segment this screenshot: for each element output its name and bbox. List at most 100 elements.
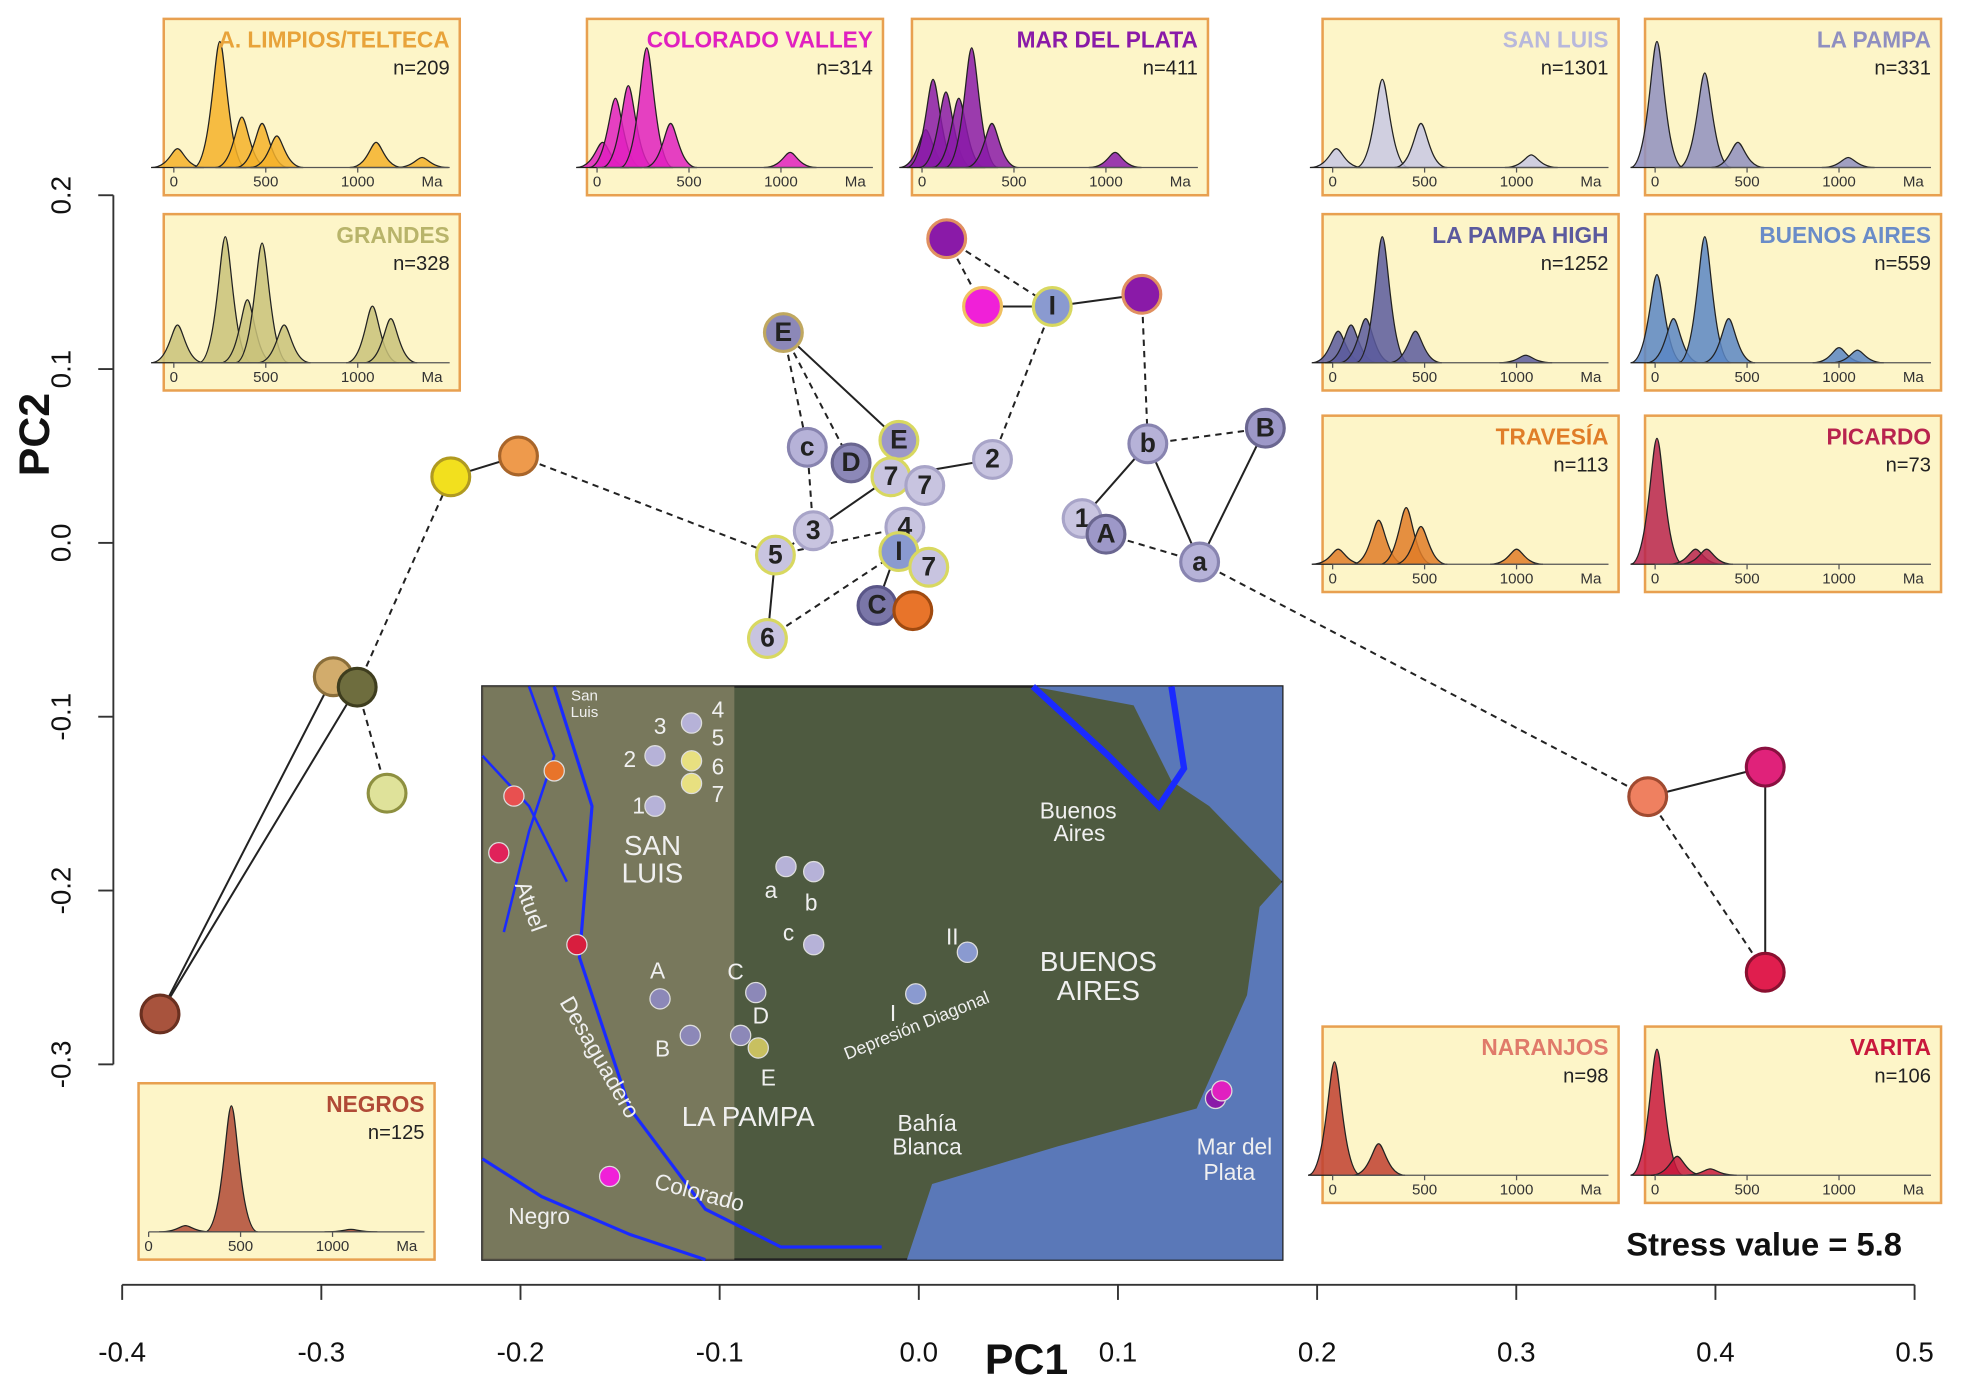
inset-unit: Ma — [1903, 1181, 1925, 1198]
map-site — [489, 843, 509, 863]
map-site — [731, 1025, 751, 1045]
x-tick-label: 0.5 — [1895, 1336, 1934, 1367]
solid-link — [1200, 428, 1266, 562]
inset-unit: Ma — [1170, 174, 1192, 191]
inset-tick-label: 0 — [1328, 1181, 1336, 1198]
map-site — [804, 935, 824, 955]
density-inset: 05001000MaVARITAn=106 — [1631, 1027, 1942, 1203]
inset-tick-label: 0 — [593, 174, 601, 191]
dashed-link — [357, 477, 451, 687]
map-label: a — [765, 877, 778, 903]
chart: -0.4-0.3-0.2-0.10.00.10.20.30.40.5-0.3-0… — [0, 0, 1965, 1389]
density-inset: 05001000MaSAN LUISn=1301 — [1310, 19, 1619, 195]
inset-title: A. LIMPIOS/TELTECA — [218, 27, 449, 53]
stress-annotation: Stress value = 5.8 — [1626, 1226, 1902, 1263]
x-tick-label: 0.2 — [1298, 1336, 1337, 1367]
map-label: Aires — [1054, 820, 1106, 846]
map-site — [600, 1166, 620, 1186]
point-marker: 7 — [884, 461, 899, 491]
inset-tick-label: 1000 — [1500, 174, 1534, 191]
map-label: Luis — [571, 704, 599, 721]
inset-unit: Ma — [1903, 570, 1925, 587]
point-marker: B — [1256, 412, 1275, 442]
inset-tick-label: 1000 — [316, 1238, 350, 1255]
inset-tick-label: 1000 — [1500, 1181, 1534, 1198]
map-label: D — [753, 1003, 769, 1029]
inset-tick-label: 0 — [918, 174, 926, 191]
point-marker: c — [800, 432, 815, 462]
inset-n: n=411 — [1143, 58, 1198, 80]
inset-tick-label: 500 — [1412, 1181, 1437, 1198]
inset-tick-label: 500 — [1734, 570, 1759, 587]
point — [1746, 748, 1784, 786]
inset-unit: Ma — [422, 174, 444, 191]
map-site — [1212, 1081, 1232, 1101]
x-tick-label: -0.3 — [297, 1336, 345, 1367]
inset-tick-label: 1000 — [1822, 174, 1856, 191]
point-marker: I — [895, 536, 902, 566]
y-tick-label: -0.3 — [45, 1040, 76, 1088]
map-label: Bahía — [897, 1110, 957, 1136]
y-axis-title: PC2 — [11, 393, 59, 476]
inset-title: GRANDES — [336, 222, 449, 248]
inset-unit: Ma — [1580, 369, 1602, 386]
x-tick-label: 0.4 — [1696, 1336, 1735, 1367]
inset-tick-label: 1000 — [764, 174, 798, 191]
inset-tick-label: 1000 — [1500, 570, 1534, 587]
map-label: 2 — [623, 746, 636, 772]
inset-tick-label: 500 — [228, 1238, 253, 1255]
map-label: 5 — [712, 724, 725, 750]
point — [338, 668, 376, 706]
point-marker: I — [1049, 291, 1056, 321]
inset-unit: Ma — [396, 1238, 418, 1255]
solid-link — [160, 687, 357, 1014]
map-site — [645, 746, 665, 766]
dashed-link — [1142, 294, 1148, 443]
inset-tick-label: 0 — [1328, 570, 1336, 587]
inset-tick-label: 500 — [1734, 369, 1759, 386]
map-label: B — [655, 1035, 670, 1061]
map-site — [504, 786, 524, 806]
inset-title: LA PAMPA HIGH — [1432, 222, 1608, 248]
inset-n: n=331 — [1874, 58, 1931, 80]
inset-unit: Ma — [1580, 570, 1602, 587]
inset-tick-label: 0 — [1328, 174, 1336, 191]
inset-title: BUENOS AIRES — [1759, 222, 1931, 248]
density-inset: 05001000MaBUENOS AIRESn=559 — [1631, 214, 1942, 390]
inset-tick-label: 500 — [1412, 174, 1437, 191]
point — [500, 437, 538, 475]
map-label: c — [783, 920, 794, 946]
inset-tick-label: 1000 — [1500, 369, 1534, 386]
map-label: II — [946, 923, 959, 949]
inset-n: n=209 — [393, 58, 450, 80]
inset-n: n=1252 — [1541, 253, 1609, 275]
map-site — [748, 1038, 768, 1058]
point — [928, 220, 966, 258]
inset-title: MAR DEL PLATA — [1017, 27, 1198, 53]
inset-n: n=125 — [368, 1122, 425, 1144]
inset-tick-label: 1000 — [1822, 1181, 1856, 1198]
x-tick-label: -0.4 — [98, 1336, 146, 1367]
map-site — [645, 796, 665, 816]
point — [1629, 778, 1667, 816]
y-tick-label: -0.1 — [45, 693, 76, 741]
map-site — [681, 751, 701, 771]
inset-tick-label: 0 — [1651, 1181, 1659, 1198]
point-marker: 6 — [760, 623, 775, 653]
inset-tick-label: 500 — [1734, 174, 1759, 191]
dashed-link — [1648, 797, 1766, 973]
map-site — [680, 1025, 700, 1045]
inset-n: n=106 — [1874, 1065, 1931, 1087]
map-label: I — [890, 1000, 896, 1026]
point-marker: E — [775, 317, 793, 347]
inset-tick-label: 0 — [170, 174, 178, 191]
map-site — [681, 773, 701, 793]
map-site — [906, 984, 926, 1004]
inset-unit: Ma — [845, 174, 867, 191]
inset-n: n=314 — [816, 58, 873, 80]
inset-n: n=328 — [393, 253, 450, 275]
map-label: 6 — [712, 753, 725, 779]
